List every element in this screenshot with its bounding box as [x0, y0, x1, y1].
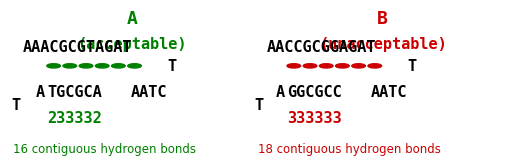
Text: AACCGCGGAGAT: AACCGCGGAGAT: [267, 40, 376, 55]
Text: AATC: AATC: [371, 85, 407, 100]
Text: T: T: [167, 59, 176, 74]
Text: (acceptable): (acceptable): [77, 37, 187, 52]
Circle shape: [368, 64, 382, 68]
Text: 18 contiguous hydrogen bonds: 18 contiguous hydrogen bonds: [258, 143, 441, 156]
Text: (unacceptable): (unacceptable): [319, 37, 446, 52]
Circle shape: [319, 64, 333, 68]
Circle shape: [79, 64, 93, 68]
Circle shape: [96, 64, 109, 68]
Circle shape: [335, 64, 349, 68]
Circle shape: [287, 64, 301, 68]
Text: 233332: 233332: [47, 111, 102, 126]
Text: A: A: [127, 10, 138, 28]
Circle shape: [128, 64, 141, 68]
Text: T: T: [408, 59, 417, 74]
Circle shape: [63, 64, 77, 68]
Text: TGCGCA: TGCGCA: [47, 85, 102, 100]
Text: AATC: AATC: [131, 85, 167, 100]
Circle shape: [47, 64, 60, 68]
Text: AAACGCGTAGAT: AAACGCGTAGAT: [22, 40, 132, 55]
Circle shape: [352, 64, 365, 68]
Text: GGCGCC: GGCGCC: [288, 85, 342, 100]
Text: T: T: [255, 98, 264, 113]
Circle shape: [112, 64, 125, 68]
Text: 16 contiguous hydrogen bonds: 16 contiguous hydrogen bonds: [13, 143, 196, 156]
Text: B: B: [377, 10, 388, 28]
Text: T: T: [12, 98, 21, 113]
Text: A: A: [35, 85, 45, 100]
Text: 333333: 333333: [288, 111, 342, 126]
Text: A: A: [276, 85, 285, 100]
Circle shape: [303, 64, 317, 68]
